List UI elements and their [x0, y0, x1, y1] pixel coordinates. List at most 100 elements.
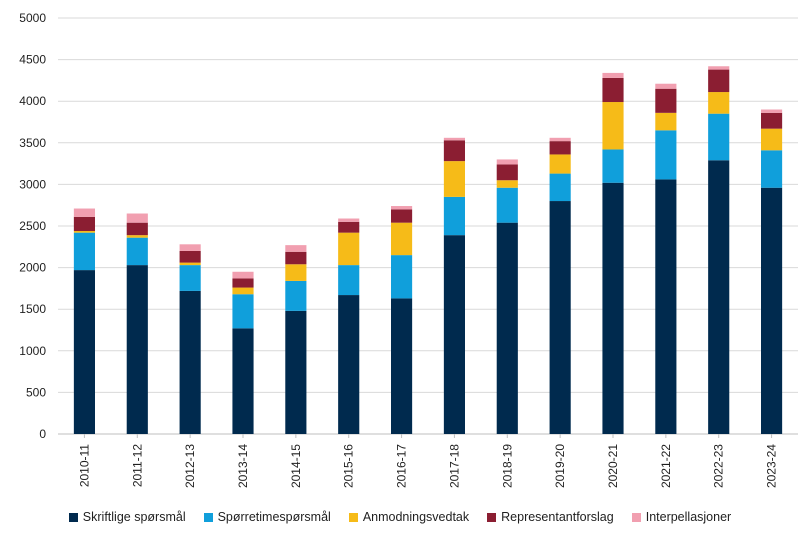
- bar-2019-20-series-3: [549, 141, 571, 155]
- bar-2022-23-series-4: [708, 66, 730, 70]
- bar-2017-18-series-0: [443, 235, 465, 434]
- bar-2014-15-series-3: [285, 251, 307, 265]
- legend-label-4: Interpellasjoner: [645, 510, 732, 524]
- bar-2011-12-series-3: [126, 222, 148, 236]
- bar-2014-15-series-2: [285, 264, 307, 281]
- bar-2017-18-series-3: [443, 140, 465, 162]
- bar-2023-24-series-0: [761, 187, 783, 434]
- bar-2016-17-series-3: [391, 209, 413, 223]
- bar-2014-15-series-1: [285, 280, 307, 311]
- bar-2013-14-series-0: [232, 328, 254, 434]
- bar-2015-16-series-4: [338, 218, 360, 222]
- x-tick-label-2011-12: 2011-12: [130, 444, 144, 487]
- bar-2019-20-series-0: [549, 201, 571, 434]
- bar-2018-19-series-4: [496, 159, 518, 165]
- bar-2019-20-series-4: [549, 137, 571, 142]
- x-tick-label-2022-23: 2022-23: [712, 444, 726, 488]
- bar-2023-24-series-3: [761, 112, 783, 129]
- legend-swatch-2: [348, 512, 358, 522]
- bar-2017-18-series-2: [443, 161, 465, 197]
- legend-swatch-1: [203, 512, 213, 522]
- x-tick-label-2021-22: 2021-22: [659, 444, 673, 488]
- x-tick-label-2013-14: 2013-14: [236, 444, 250, 488]
- x-tick-label-2017-18: 2017-18: [447, 444, 461, 488]
- bar-2021-22-series-4: [655, 83, 677, 89]
- bar-2012-13-series-4: [179, 244, 201, 251]
- gridlines: [58, 17, 798, 435]
- y-tick-label-0: 0: [39, 427, 46, 441]
- legend-swatch-3: [487, 512, 497, 522]
- bar-2011-12-series-4: [126, 213, 148, 223]
- legend-label-3: Representantforslag: [501, 510, 614, 524]
- bar-2023-24-series-2: [761, 128, 783, 151]
- bar-2023-24-series-4: [761, 109, 783, 113]
- bar-2010-11-series-0: [73, 270, 95, 434]
- bar-2014-15-series-4: [285, 245, 307, 252]
- bar-2018-19-series-3: [496, 164, 518, 181]
- legend-item-4: Interpellasjoner: [631, 510, 732, 524]
- bar-2018-19-series-2: [496, 180, 518, 188]
- legend-swatch-0: [68, 512, 78, 522]
- x-axis-tick-labels: 2010-11 2011-12 2012-13 2013-14 2014-15 2015-…: [77, 434, 779, 488]
- bar-2017-18-series-1: [443, 196, 465, 236]
- legend-label-2: Anmodningsvedtak: [362, 510, 470, 524]
- bar-2022-23-series-3: [708, 69, 730, 93]
- bar-2011-12-series-1: [126, 237, 148, 266]
- bar-2015-16-series-1: [338, 265, 360, 296]
- bars: [73, 66, 783, 434]
- bar-2013-14-series-1: [232, 294, 254, 329]
- y-tick-label-2500: 2500: [19, 219, 46, 233]
- bar-2016-17-series-0: [391, 298, 413, 434]
- bar-2021-22-series-3: [655, 88, 677, 113]
- legend-swatch-4: [631, 512, 641, 522]
- y-axis-tick-labels: 0 500 1000 1500 2000 2500 3000 3500 4000 4500 5000: [19, 11, 46, 441]
- chart-legend: Skriftlige spørsmål Spørretimespørsmål Anm…: [0, 510, 800, 524]
- bar-2023-24-series-1: [761, 150, 783, 188]
- y-tick-label-2000: 2000: [19, 261, 46, 275]
- bar-2020-21-series-3: [602, 77, 624, 103]
- bar-2020-21-series-1: [602, 149, 624, 183]
- legend-item-1: Spørretimespørsmål: [203, 510, 331, 524]
- bar-2016-17-series-1: [391, 255, 413, 299]
- bar-2019-20-series-2: [549, 154, 571, 174]
- bar-2015-16-series-0: [338, 295, 360, 434]
- y-tick-label-4500: 4500: [19, 53, 46, 67]
- bar-2010-11-series-1: [73, 232, 95, 271]
- x-tick-label-2020-21: 2020-21: [606, 444, 620, 488]
- legend-item-3: Representantforslag: [487, 510, 614, 524]
- y-tick-label-1500: 1500: [19, 302, 46, 316]
- bar-2020-21-series-4: [602, 72, 624, 78]
- bar-2012-13-series-3: [179, 250, 201, 263]
- legend-label-0: Skriftlige spørsmål: [82, 510, 186, 524]
- bar-2012-13-series-0: [179, 290, 201, 434]
- bar-2011-12-series-0: [126, 265, 148, 434]
- y-tick-label-3500: 3500: [19, 136, 46, 150]
- x-tick-label-2016-17: 2016-17: [395, 444, 409, 488]
- y-tick-label-5000: 5000: [19, 11, 46, 25]
- bar-2014-15-series-0: [285, 310, 307, 434]
- bar-2020-21-series-0: [602, 182, 624, 434]
- legend-label-1: Spørretimespørsmål: [217, 510, 331, 524]
- bar-2018-19-series-0: [496, 222, 518, 434]
- bar-2015-16-series-3: [338, 221, 360, 233]
- bar-2016-17-series-4: [391, 206, 413, 210]
- bar-2021-22-series-1: [655, 130, 677, 180]
- bar-2010-11-series-3: [73, 216, 95, 231]
- bar-2018-19-series-1: [496, 187, 518, 223]
- bar-2012-13-series-1: [179, 265, 201, 291]
- x-tick-label-2012-13: 2012-13: [183, 444, 197, 488]
- bar-2022-23-series-2: [708, 92, 730, 114]
- y-tick-label-500: 500: [26, 385, 46, 399]
- stacked-bar-chart: 0 500 1000 1500 2000 2500 3000 3500 4000 4500 5000…: [19, 11, 798, 488]
- legend-item-2: Anmodningsvedtak: [348, 510, 470, 524]
- bar-2022-23-series-1: [708, 113, 730, 161]
- bar-2022-23-series-0: [708, 160, 730, 434]
- bar-2015-16-series-2: [338, 232, 360, 266]
- bar-2021-22-series-2: [655, 112, 677, 131]
- bar-2011-12-series-2: [126, 235, 148, 238]
- bar-2013-14-series-3: [232, 278, 254, 288]
- y-tick-label-1000: 1000: [19, 344, 46, 358]
- x-tick-label-2019-20: 2019-20: [553, 444, 567, 488]
- bar-2019-20-series-1: [549, 173, 571, 202]
- y-tick-label-3000: 3000: [19, 177, 46, 191]
